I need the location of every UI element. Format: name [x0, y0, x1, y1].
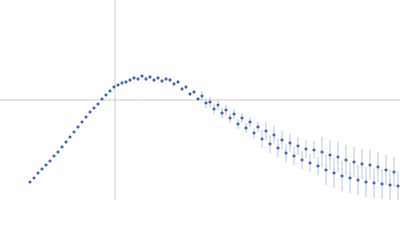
point — [296, 144, 300, 148]
point — [164, 77, 168, 81]
point — [284, 151, 288, 155]
point — [104, 93, 108, 97]
point — [228, 116, 232, 120]
point — [120, 81, 124, 85]
point — [200, 94, 204, 98]
point — [244, 126, 248, 130]
point — [172, 82, 176, 86]
point — [260, 137, 264, 141]
point — [308, 161, 312, 165]
point — [352, 160, 356, 164]
point — [52, 154, 56, 158]
point — [68, 135, 72, 139]
point — [116, 83, 120, 87]
point — [300, 158, 304, 162]
point — [312, 148, 316, 152]
point — [48, 159, 52, 163]
point — [140, 74, 144, 78]
point — [332, 171, 336, 175]
point — [128, 78, 132, 82]
point — [324, 168, 328, 172]
point — [364, 180, 368, 184]
point — [76, 125, 80, 129]
point — [100, 97, 104, 101]
point — [372, 181, 376, 185]
chart — [0, 0, 400, 200]
point — [280, 138, 284, 142]
point — [264, 129, 268, 133]
point — [64, 140, 68, 144]
point — [44, 163, 48, 167]
point — [84, 115, 88, 119]
point — [124, 80, 128, 84]
point — [144, 77, 148, 81]
point — [240, 116, 244, 120]
point — [348, 176, 352, 180]
point — [292, 154, 296, 158]
point — [188, 92, 192, 96]
point — [60, 145, 64, 149]
point — [192, 90, 196, 94]
point — [368, 163, 372, 167]
point — [40, 167, 44, 171]
point — [184, 85, 188, 89]
point — [176, 80, 180, 84]
point — [156, 76, 160, 80]
point — [276, 146, 280, 150]
point — [148, 75, 152, 79]
point — [80, 120, 84, 124]
point — [132, 76, 136, 80]
point — [380, 182, 384, 186]
point — [288, 141, 292, 145]
point — [384, 168, 388, 172]
point — [388, 183, 392, 187]
point — [56, 150, 60, 154]
point — [392, 170, 396, 174]
point — [248, 120, 252, 124]
point — [112, 85, 116, 89]
point — [152, 78, 156, 82]
point — [320, 150, 324, 154]
point — [376, 165, 380, 169]
point — [356, 178, 360, 182]
point — [96, 102, 100, 106]
point — [72, 130, 76, 134]
point — [160, 79, 164, 83]
point — [108, 89, 112, 93]
point — [256, 125, 260, 129]
point — [28, 180, 32, 184]
point — [344, 158, 348, 162]
point — [220, 111, 224, 115]
point — [212, 107, 216, 111]
point — [360, 162, 364, 166]
point — [180, 87, 184, 91]
point — [316, 164, 320, 168]
point — [336, 155, 340, 159]
point — [272, 133, 276, 137]
point — [304, 147, 308, 151]
point — [252, 131, 256, 135]
point — [232, 112, 236, 116]
point — [88, 110, 92, 114]
point — [224, 108, 228, 112]
point — [32, 176, 36, 180]
point — [168, 78, 172, 82]
point — [196, 97, 200, 101]
point — [216, 103, 220, 107]
point — [340, 174, 344, 178]
point — [396, 184, 400, 188]
point — [204, 101, 208, 105]
point — [208, 100, 212, 104]
point — [136, 77, 140, 81]
point — [268, 142, 272, 146]
point — [36, 171, 40, 175]
point — [236, 122, 240, 126]
point — [328, 153, 332, 157]
point — [92, 106, 96, 110]
